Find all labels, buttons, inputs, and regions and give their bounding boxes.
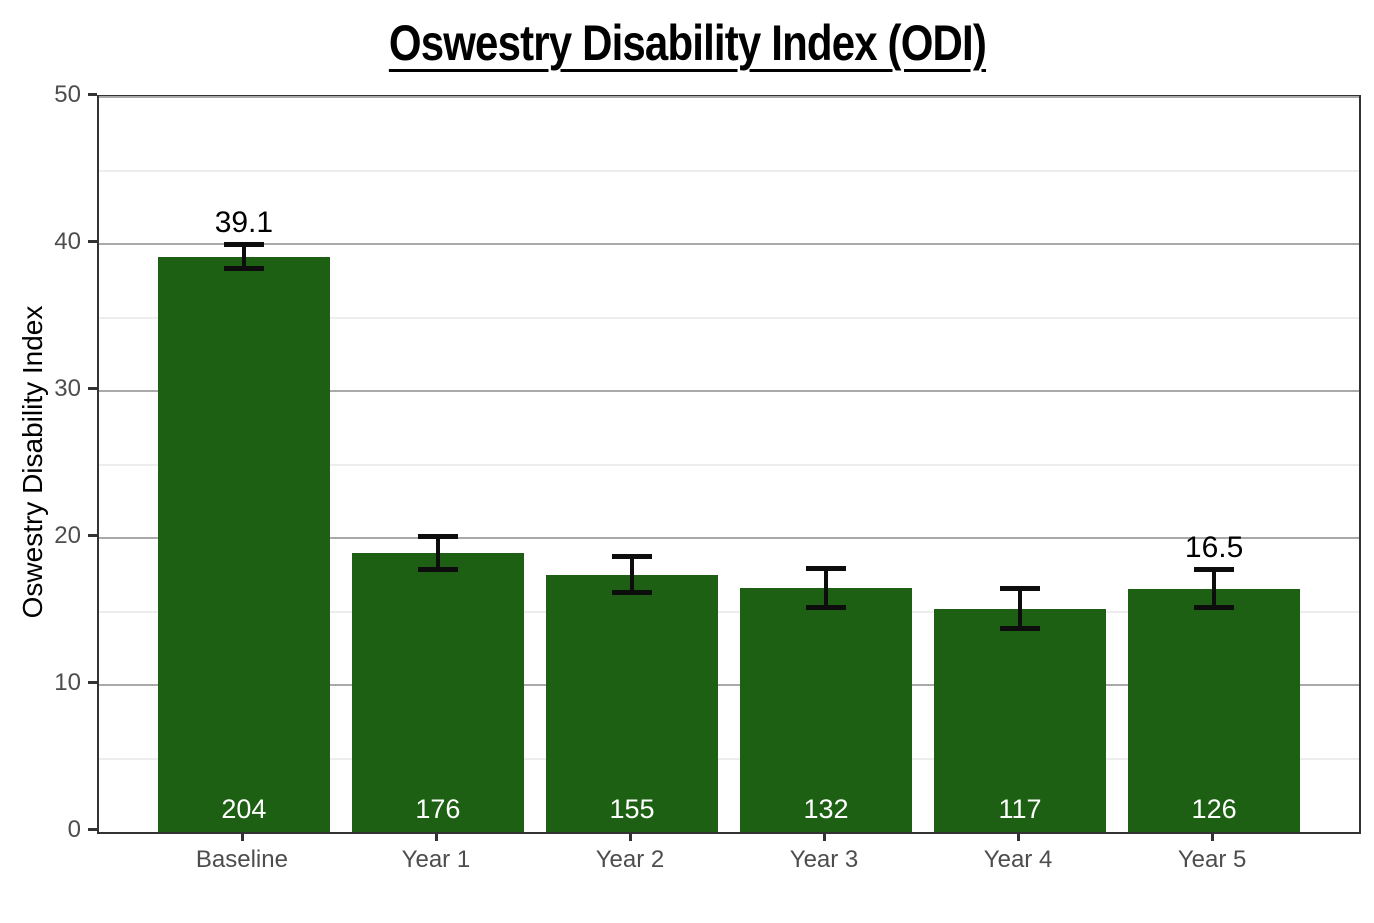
error-bar-cap-bottom xyxy=(1193,605,1235,611)
x-tick-label: Year 2 xyxy=(595,846,665,873)
error-bar-line xyxy=(1212,570,1217,608)
error-bar-cap-bottom xyxy=(805,605,847,611)
chart-title: Oswestry Disability Index (ODI) xyxy=(0,14,1374,72)
gridline-major xyxy=(99,684,1359,686)
bar xyxy=(351,552,524,832)
error-bar-cap-bottom xyxy=(223,265,265,271)
gridline-minor xyxy=(99,316,1359,319)
bar-count-label: 132 xyxy=(803,794,849,824)
y-tick xyxy=(88,828,97,831)
x-tick-label: Year 4 xyxy=(983,846,1053,873)
y-tick-label: 40 xyxy=(54,228,81,255)
error-bar-cap-top xyxy=(1193,567,1235,573)
gridline-minor xyxy=(99,610,1359,613)
bar-count-label: 204 xyxy=(221,794,267,824)
y-tick-label: 20 xyxy=(54,522,81,549)
bar xyxy=(157,257,330,832)
bar-count-label: 176 xyxy=(415,794,461,824)
error-bar-cap-top xyxy=(417,533,459,539)
x-axis: Baseline Year 1 Year 2 Year 3 Year 4 Year 5 xyxy=(97,832,1357,912)
x-tick-label: Year 1 xyxy=(401,846,471,873)
x-tick xyxy=(434,832,438,841)
bar-value-label: 39.1 xyxy=(214,206,274,240)
y-tick-label: 30 xyxy=(54,375,81,402)
gridline-minor xyxy=(99,463,1359,466)
bar xyxy=(545,574,718,832)
error-bar-cap-bottom xyxy=(611,590,653,596)
x-tick-label: Baseline xyxy=(195,846,288,873)
error-bar-cap-top xyxy=(999,586,1041,592)
x-tick-label: Year 3 xyxy=(789,846,859,873)
gridline-minor xyxy=(99,169,1359,172)
bar-count-label: 117 xyxy=(998,794,1042,824)
x-tick xyxy=(823,832,827,841)
gridline-major xyxy=(99,537,1359,539)
error-bar-line xyxy=(241,245,246,268)
x-tick xyxy=(1017,832,1021,841)
bar-count-label: 126 xyxy=(1191,794,1237,824)
x-tick xyxy=(240,832,244,841)
gridline-major xyxy=(99,390,1359,392)
error-bar-line xyxy=(435,536,440,569)
bar xyxy=(740,587,912,832)
error-bar-cap-top xyxy=(611,554,653,560)
y-tick xyxy=(88,93,97,96)
y-tick xyxy=(88,240,97,243)
y-axis: 0 10 20 30 40 50 xyxy=(0,81,97,843)
error-bar-line xyxy=(1018,589,1023,628)
plot-panel: 204 39.1 176 155 132 117 126 16.5 xyxy=(97,95,1361,834)
x-tick-label: Year 5 xyxy=(1177,846,1247,873)
bar-value-label: 16.5 xyxy=(1184,531,1244,565)
y-tick xyxy=(88,387,97,390)
gridline-minor xyxy=(99,757,1359,760)
x-tick xyxy=(1211,832,1215,841)
bar xyxy=(1128,589,1301,832)
y-tick-label: 0 xyxy=(67,816,81,843)
error-bar-line xyxy=(824,568,829,608)
y-tick xyxy=(88,534,97,537)
x-tick xyxy=(628,832,632,841)
error-bar-cap-bottom xyxy=(417,566,459,572)
bar-count-label: 155 xyxy=(609,794,655,824)
gridline-major xyxy=(99,243,1359,245)
error-bar-cap-bottom xyxy=(999,625,1041,631)
chart-title-text: Oswestry Disability Index (ODI) xyxy=(388,15,986,71)
error-bar-cap-top xyxy=(805,565,847,571)
y-tick xyxy=(88,681,97,684)
error-bar-line xyxy=(629,557,634,593)
bar xyxy=(934,608,1107,832)
y-tick-label: 10 xyxy=(54,669,81,696)
gridline-major xyxy=(99,96,1359,98)
error-bar-cap-top xyxy=(223,242,265,248)
y-tick-label: 50 xyxy=(54,81,81,108)
